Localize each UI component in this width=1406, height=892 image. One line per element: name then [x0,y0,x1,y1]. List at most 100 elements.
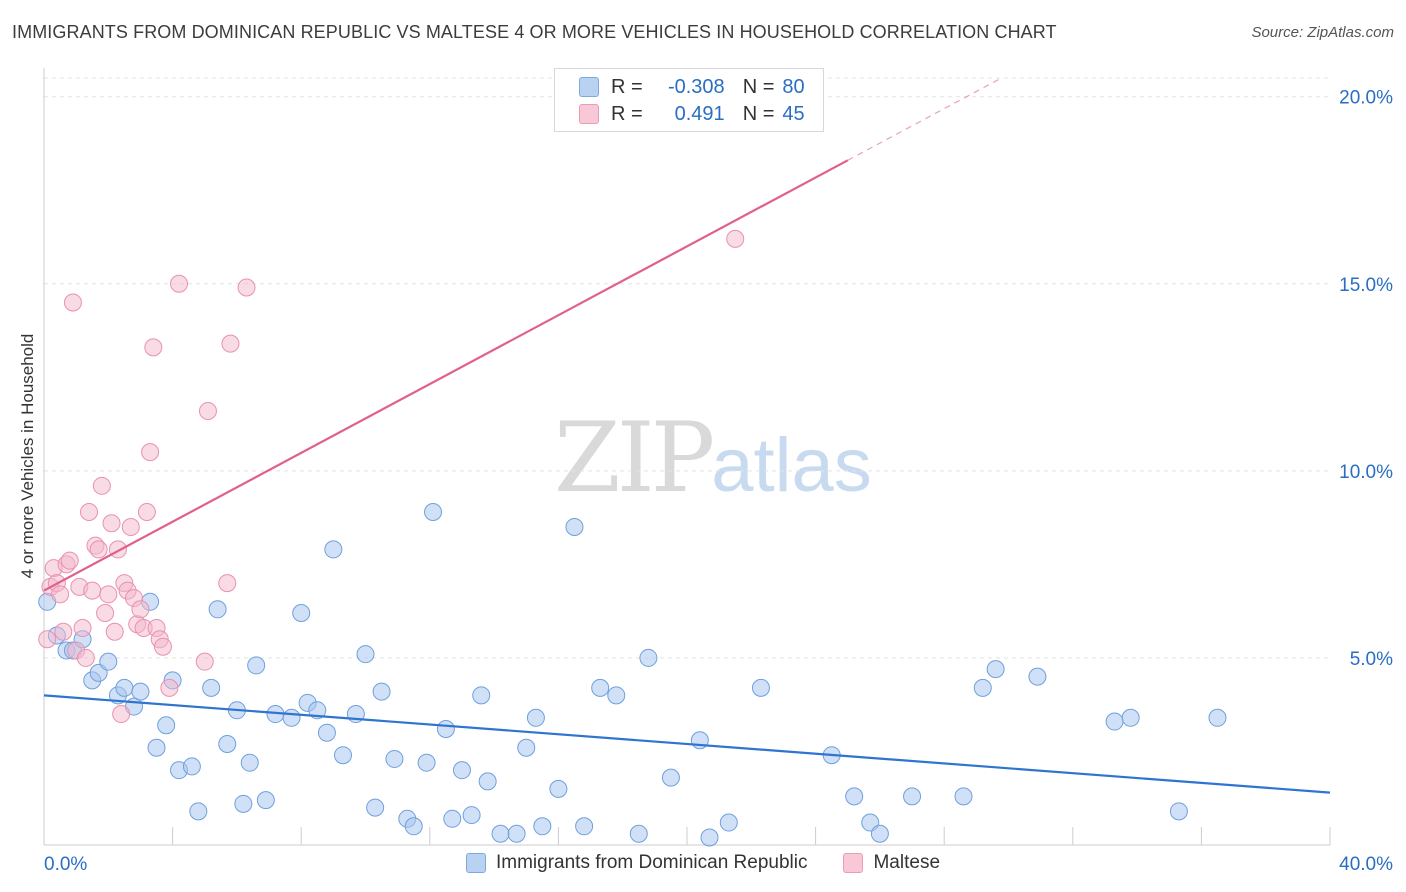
legend-n-label: N = [742,102,775,125]
data-point-dominican [292,604,311,623]
series-dominican-points [38,503,1227,847]
data-point-dominican [333,746,352,765]
data-point-dominican [404,817,423,836]
data-point-maltese [76,648,95,667]
trendline-maltese-extension [847,77,1002,161]
data-point-dominican [115,678,134,697]
data-point-dominican [356,645,375,664]
data-point-maltese [54,622,73,641]
legend-label-maltese: Maltese [873,852,941,873]
data-point-maltese [195,652,214,671]
data-point-maltese [137,503,156,522]
data-point-maltese [96,604,115,623]
data-point-maltese [92,476,111,495]
data-point-maltese [112,705,131,724]
x-tick-label: 40.0% [1339,854,1393,875]
data-point-dominican [533,817,552,836]
data-point-dominican [526,708,545,727]
data-point-maltese [198,401,217,420]
data-point-dominican [308,701,327,720]
legend-r-label: R = [611,75,643,98]
legend-n-value: 80 [782,75,805,98]
data-point-dominican [751,678,770,697]
data-point-dominican [324,540,343,559]
data-point-dominican [436,720,455,739]
data-point-maltese [221,334,240,353]
legend-n-label: N = [742,75,775,98]
data-point-maltese [144,338,163,357]
data-point-dominican [517,738,536,757]
x-tick-label: 0.0% [44,854,87,875]
data-point-maltese [237,278,256,297]
data-point-dominican [591,678,610,697]
data-point-dominican [424,503,443,522]
y-tick-label: 10.0% [1339,462,1393,483]
data-point-dominican [417,753,436,772]
data-point-dominican [719,813,738,832]
data-point-dominican [247,656,266,675]
data-point-dominican [131,682,150,701]
data-point-maltese [170,274,189,293]
legend-label-dominican: Immigrants from Dominican Republic [495,852,808,873]
data-point-maltese [131,600,150,619]
data-point-dominican [1105,712,1124,731]
data-point-dominican [157,716,176,735]
data-point-dominican [147,738,166,757]
data-point-dominican [1121,708,1140,727]
data-point-maltese [80,503,99,522]
data-point-dominican [218,734,237,753]
data-point-dominican [182,757,201,776]
data-point-dominican [240,753,259,772]
data-point-dominican [986,660,1005,679]
grid-lines [44,77,1330,659]
legend-swatch-blue [465,853,486,873]
data-point-dominican [366,798,385,817]
y-tick-label: 15.0% [1339,275,1393,296]
data-point-maltese [51,585,70,604]
data-point-maltese [726,229,745,248]
data-point-dominican [507,824,526,843]
data-point-dominican [549,779,568,798]
data-point-dominican [1169,802,1188,821]
data-point-maltese [38,630,57,649]
correlation-legend: R = -0.308 N = 80 R = 0.491 N = 45 [554,68,824,132]
data-point-dominican [903,787,922,806]
trend-lines [43,77,1331,794]
data-point-dominican [372,682,391,701]
data-point-dominican [491,824,510,843]
legend-row-maltese: R = 0.491 N = 45 [579,101,805,127]
data-point-maltese [89,540,108,559]
data-point-dominican [845,787,864,806]
data-point-maltese [83,581,102,600]
data-point-dominican [452,761,471,780]
data-point-dominican [256,791,275,810]
legend-n-value: 45 [782,102,805,125]
data-point-dominican [443,809,462,828]
data-point-dominican [1028,667,1047,686]
legend-swatch-blue [579,77,599,97]
data-point-dominican [973,678,992,697]
legend-row-dominican: R = -0.308 N = 80 [579,74,805,100]
data-point-maltese [63,293,82,312]
series-legend: Immigrants from Dominican Republic Malte… [0,852,1406,874]
data-point-dominican [954,787,973,806]
data-point-dominican [202,678,221,697]
data-point-maltese [121,517,140,536]
data-point-dominican [639,648,658,667]
data-point-dominican [385,749,404,768]
data-point-dominican [1208,708,1227,727]
legend-swatch-pink [579,104,599,124]
y-tick-label: 5.0% [1350,649,1393,670]
data-point-dominican [234,794,253,813]
data-point-maltese [218,574,237,593]
data-point-dominican [870,824,889,843]
data-point-dominican [700,828,719,847]
data-point-dominican [472,686,491,705]
data-point-maltese [160,678,179,697]
data-point-maltese [153,637,172,656]
legend-item-dominican: Immigrants from Dominican Republic [465,852,808,874]
data-point-dominican [607,686,626,705]
legend-item-maltese: Maltese [843,852,940,874]
data-point-dominican [565,517,584,536]
data-point-maltese [73,618,92,637]
